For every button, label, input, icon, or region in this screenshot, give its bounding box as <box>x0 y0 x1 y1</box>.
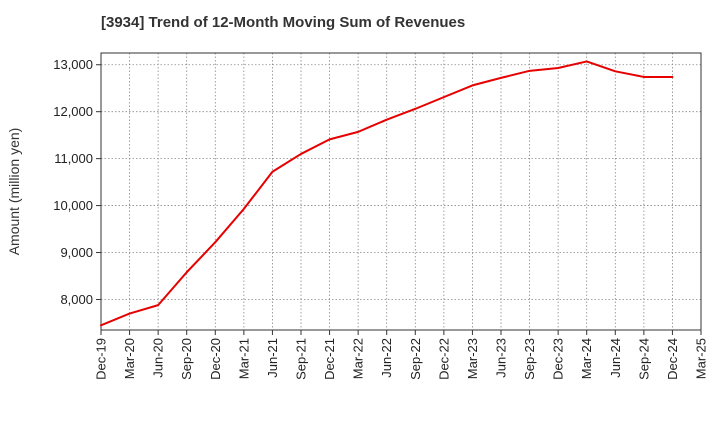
x-tick-label: Jun-23 <box>494 338 509 378</box>
x-axis-ticks: Dec-19 Mar-20 Jun-20 Sep-20 Dec-20 Mar-21 Jun-… <box>94 330 709 380</box>
y-tick-label: 10,000 <box>53 198 93 213</box>
grid-lines <box>101 53 701 330</box>
y-tick-label: 8,000 <box>60 292 93 307</box>
x-tick-label: Dec-23 <box>551 338 566 380</box>
x-tick-label: Mar-22 <box>351 338 366 379</box>
x-tick-label: Jun-24 <box>608 338 623 378</box>
x-tick-label: Sep-24 <box>636 338 651 380</box>
x-tick-label: Sep-22 <box>408 338 423 380</box>
x-tick-label: Jun-22 <box>379 338 394 378</box>
y-tick-label: 11,000 <box>54 151 93 166</box>
y-tick-label: 13,000 <box>53 57 93 72</box>
x-tick-label: Dec-20 <box>208 338 223 380</box>
series-layer <box>100 60 674 327</box>
x-tick-label: Jun-21 <box>265 338 280 378</box>
x-tick-label: Mar-24 <box>579 338 594 379</box>
x-tick-label: Dec-24 <box>665 338 680 380</box>
chart-title: [3934] Trend of 12-Month Moving Sum of R… <box>101 14 466 31</box>
x-tick-label: Mar-21 <box>236 338 251 379</box>
x-tick-label: Sep-21 <box>294 338 309 380</box>
x-tick-label: Jun-20 <box>151 338 166 378</box>
x-tick-label: Dec-21 <box>322 338 337 380</box>
y-tick-label: 9,000 <box>60 245 93 260</box>
plot-area-frame <box>100 52 702 331</box>
x-tick-label: Sep-23 <box>522 338 537 380</box>
x-tick-label: Sep-20 <box>179 338 194 380</box>
x-tick-label: Mar-20 <box>122 338 137 379</box>
y-axis-label: Amount (million yen) <box>6 128 22 256</box>
x-tick-label: Mar-23 <box>465 338 480 379</box>
x-tick-label: Mar-25 <box>694 338 709 379</box>
series-line <box>100 60 674 327</box>
x-tick-label: Dec-19 <box>94 338 109 380</box>
y-axis-ticks: 8,000 9,000 10,000 11,000 12,000 13,000 <box>53 57 101 307</box>
x-tick-label: Dec-22 <box>436 338 451 380</box>
y-tick-label: 12,000 <box>53 104 93 119</box>
